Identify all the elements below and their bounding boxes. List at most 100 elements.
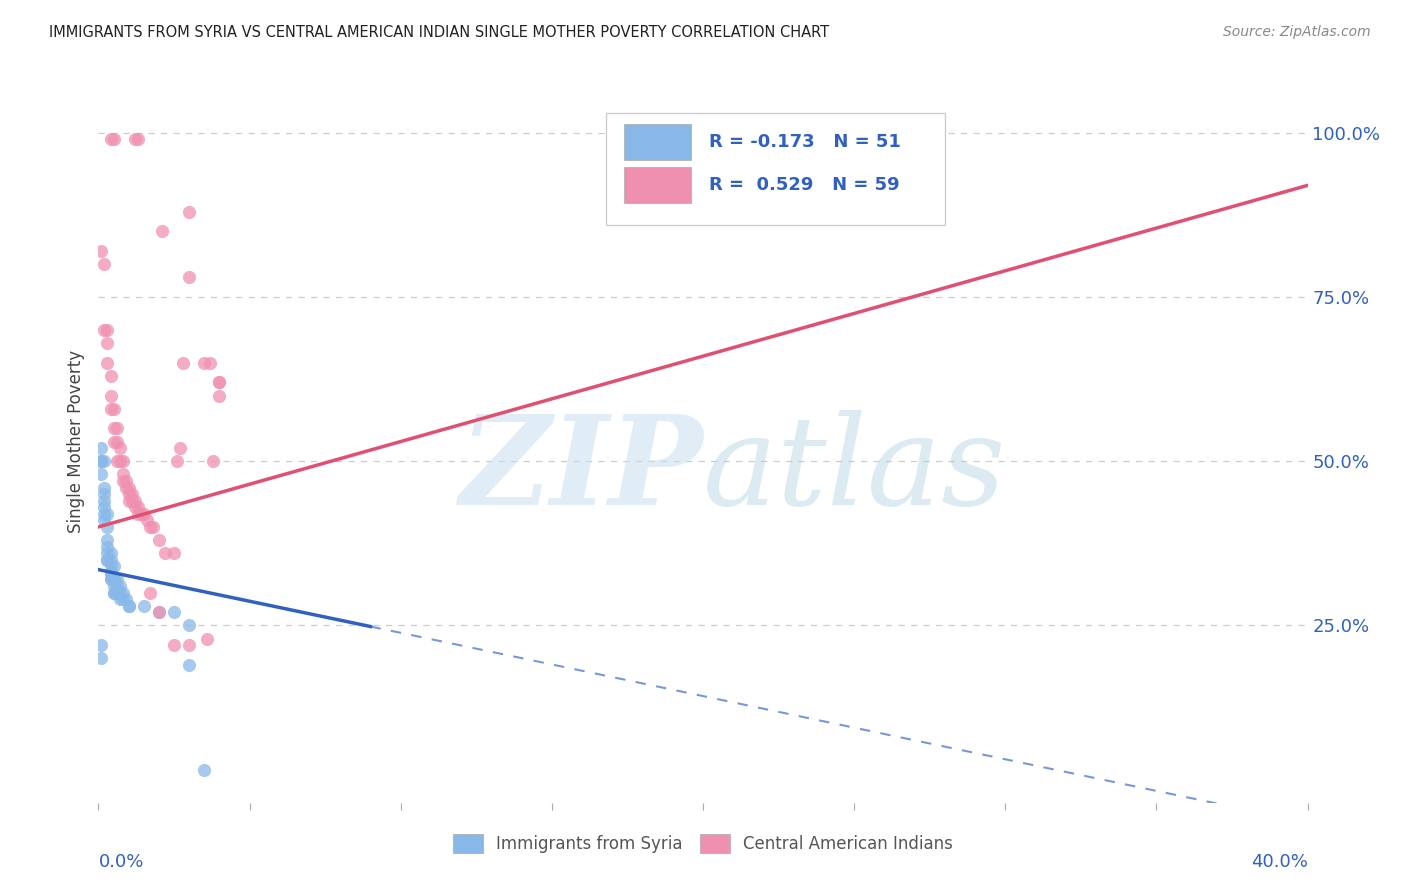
Text: R = -0.173   N = 51: R = -0.173 N = 51 <box>709 133 901 151</box>
Point <box>124 493 146 508</box>
Point <box>132 507 155 521</box>
Point <box>96 356 118 370</box>
Point <box>127 507 149 521</box>
Point <box>163 546 186 560</box>
Point <box>208 388 231 402</box>
Point <box>96 336 118 351</box>
Point <box>121 487 143 501</box>
Text: ZIP: ZIP <box>460 409 703 532</box>
Point <box>96 553 118 567</box>
Point <box>142 520 165 534</box>
Point <box>179 270 201 285</box>
Point <box>100 573 122 587</box>
Point <box>93 454 115 468</box>
Point <box>96 540 118 554</box>
Point <box>96 507 118 521</box>
Point <box>132 599 155 613</box>
Bar <box>624 167 690 203</box>
Point <box>111 592 134 607</box>
Point <box>93 500 115 515</box>
Point <box>90 638 112 652</box>
Point <box>105 454 128 468</box>
Point <box>96 553 118 567</box>
Point <box>90 244 112 258</box>
Point <box>93 257 115 271</box>
Point <box>100 553 122 567</box>
Point <box>93 493 115 508</box>
Point <box>100 573 122 587</box>
Point <box>103 573 125 587</box>
Point <box>202 454 225 468</box>
Point <box>105 421 128 435</box>
Point <box>200 356 222 370</box>
Point <box>114 592 136 607</box>
Point <box>90 651 112 665</box>
Point <box>100 566 122 580</box>
Point <box>208 376 231 390</box>
Y-axis label: Single Mother Poverty: Single Mother Poverty <box>66 350 84 533</box>
Point <box>108 585 131 599</box>
Point <box>100 566 122 580</box>
Point <box>179 204 201 219</box>
Point <box>93 513 115 527</box>
Point <box>118 599 141 613</box>
Point <box>105 434 128 449</box>
Point <box>127 132 149 146</box>
Point <box>195 632 218 646</box>
Point <box>100 546 122 560</box>
Point <box>148 533 170 547</box>
Point <box>103 585 125 599</box>
Point <box>103 132 125 146</box>
Point <box>96 546 118 560</box>
Point <box>163 638 186 652</box>
Point <box>100 132 122 146</box>
Point <box>114 481 136 495</box>
Point <box>193 356 215 370</box>
Point <box>139 520 162 534</box>
Point <box>108 579 131 593</box>
Point <box>172 356 194 370</box>
Point <box>100 368 122 383</box>
Point <box>118 487 141 501</box>
Point <box>150 224 173 238</box>
Point <box>105 573 128 587</box>
Point <box>127 500 149 515</box>
Point <box>111 467 134 482</box>
Point <box>93 323 115 337</box>
Point <box>90 454 112 468</box>
Point <box>166 454 188 468</box>
Point <box>96 323 118 337</box>
Point <box>193 763 215 777</box>
Point <box>100 401 122 416</box>
Point <box>103 401 125 416</box>
Bar <box>624 124 690 160</box>
Point <box>103 434 125 449</box>
Point <box>103 573 125 587</box>
Point <box>208 376 231 390</box>
Point <box>108 454 131 468</box>
Point <box>93 481 115 495</box>
Point <box>153 546 176 560</box>
Text: 40.0%: 40.0% <box>1251 854 1308 871</box>
Point <box>163 605 186 619</box>
Point <box>121 493 143 508</box>
Text: IMMIGRANTS FROM SYRIA VS CENTRAL AMERICAN INDIAN SINGLE MOTHER POVERTY CORRELATI: IMMIGRANTS FROM SYRIA VS CENTRAL AMERICA… <box>49 25 830 40</box>
Point <box>105 579 128 593</box>
Point <box>169 441 191 455</box>
Point <box>124 132 146 146</box>
Point <box>111 454 134 468</box>
Point <box>139 585 162 599</box>
Point <box>103 585 125 599</box>
Point <box>179 657 201 672</box>
Point <box>118 599 141 613</box>
Point <box>179 618 201 632</box>
Point <box>118 493 141 508</box>
Legend: Immigrants from Syria, Central American Indians: Immigrants from Syria, Central American … <box>447 827 959 860</box>
Point <box>105 585 128 599</box>
Point <box>90 441 112 455</box>
Point <box>90 467 112 482</box>
Point <box>100 559 122 574</box>
Point <box>118 481 141 495</box>
Text: 0.0%: 0.0% <box>98 854 143 871</box>
Text: Source: ZipAtlas.com: Source: ZipAtlas.com <box>1223 25 1371 39</box>
